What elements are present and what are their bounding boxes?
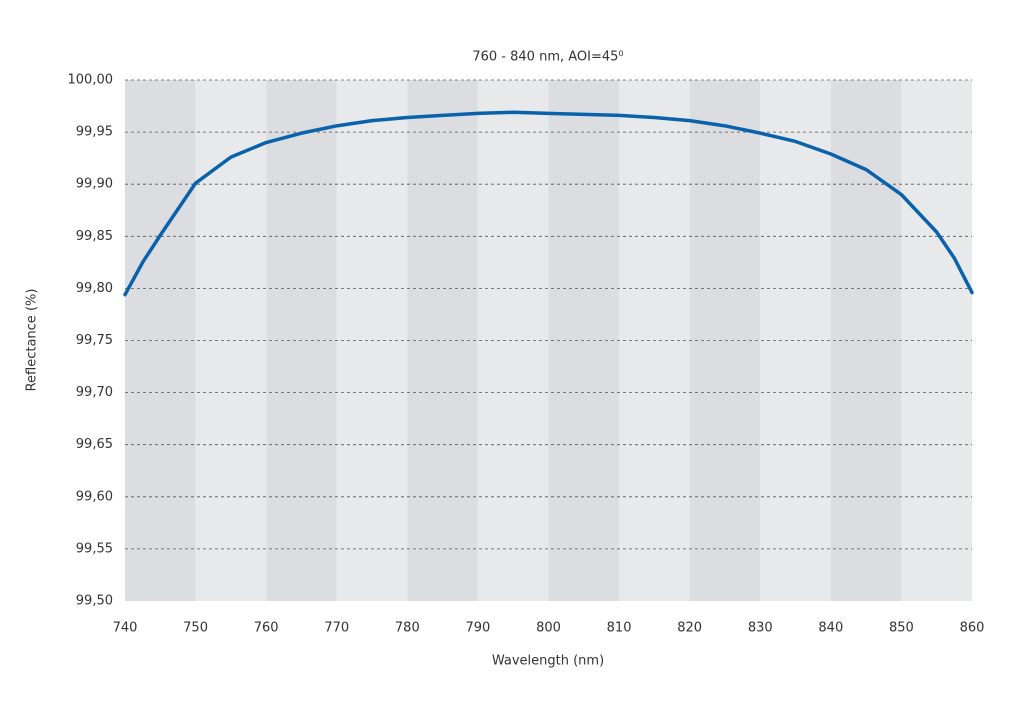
x-tick-label: 820 [677, 621, 702, 636]
x-tick-label: 790 [466, 621, 491, 636]
y-tick-label: 99,85 [76, 229, 113, 244]
x-tick-label: 760 [254, 621, 279, 636]
y-tick-label: 99,75 [76, 333, 113, 348]
y-tick-label: 99,80 [76, 281, 113, 296]
x-tick-label: 740 [113, 621, 138, 636]
x-tick-label: 840 [818, 621, 843, 636]
x-tick-label: 780 [395, 621, 420, 636]
x-axis-label: Wavelength (nm) [492, 654, 604, 669]
x-tick-label: 860 [960, 621, 985, 636]
x-tick-label: 830 [748, 621, 773, 636]
band [195, 80, 267, 601]
band [125, 80, 196, 601]
chart-title: 760 - 840 nm, AOI=45⁰ [472, 50, 623, 65]
y-tick-label: 100,00 [68, 73, 114, 88]
y-tick-label: 99,65 [76, 437, 113, 452]
x-tick-label: 850 [889, 621, 914, 636]
band [760, 80, 831, 601]
y-tick-label: 99,55 [76, 541, 113, 556]
x-tick-label: 770 [324, 621, 349, 636]
y-axis-label: Reflectance (%) [25, 289, 40, 392]
y-tick-label: 99,50 [76, 594, 113, 609]
y-tick-label: 99,70 [76, 385, 113, 400]
band [477, 80, 549, 601]
y-tick-label: 99,60 [76, 489, 113, 504]
x-tick-label: 750 [183, 621, 208, 636]
line [123, 110, 974, 297]
x-tick-label: 800 [536, 621, 561, 636]
y-tick-label: 99,95 [76, 125, 113, 140]
y-tick-label: 99,90 [76, 177, 113, 192]
x-tick-label: 810 [607, 621, 632, 636]
